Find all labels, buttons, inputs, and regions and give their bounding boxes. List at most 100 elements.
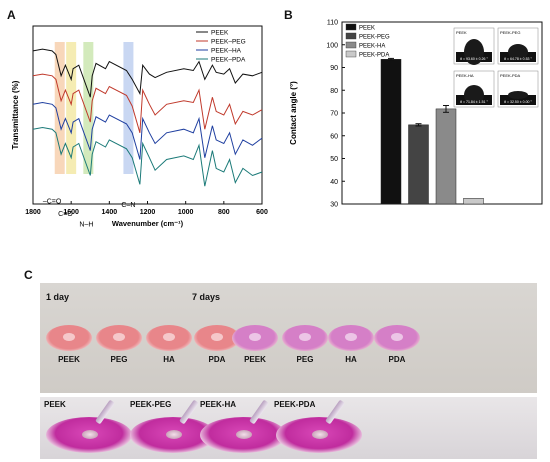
annotation-2: N–H [79,221,93,228]
culture-dish-large-0 [46,417,132,453]
highlight-band-1 [66,42,77,174]
inset-droplet-0 [464,39,484,65]
y-axis-label: Transmittance (%) [11,80,20,149]
dish-label-6: HA [345,355,357,364]
day1-label: 1 day [46,292,70,302]
contact-angle-chart: 30 40 50 60 70 80 90 100 110 Contact angle (°) PEE… [289,20,543,209]
culture-dish-5 [282,325,328,351]
y-tick-label-8: 110 [327,20,338,27]
x-tick-label-1: 1600 [63,209,79,216]
series-line-0 [32,48,263,98]
x-tick-label-0: 1800 [25,209,41,216]
y-tick-label-6: 90 [330,65,338,72]
highlight-band-0 [54,42,65,174]
bottom-label-1: PEEK-PEG [130,400,172,409]
bottom-label-0: PEEK [44,400,66,409]
legend-label-0: PEEK [211,30,229,37]
y-axis-label: Contact angle (°) [289,81,298,145]
legend-label-2: PEEK-HA [359,44,385,50]
panel-b-label: B [284,8,293,22]
x-tick-label-3: 1200 [140,209,156,216]
dish-droplet [82,430,98,439]
dish-sample [211,333,223,341]
dish-sample [63,333,75,341]
dish-sample [345,333,357,341]
bar-2 [435,108,457,205]
dish-photo-bottom: PEEK PEEK-PEG PEEK-HA PEEK-PDA [40,397,537,459]
inset-substrate-3 [500,95,536,105]
panel-a-label: A [7,8,16,22]
dish-label-2: HA [163,355,175,364]
annotation-1: C=O [58,211,73,218]
series-line-2 [32,101,263,160]
culture-dish-1 [96,325,142,351]
legend-swatch-1 [345,32,357,40]
dish-sample [163,333,175,341]
legend-label-3: PEEK-PDA [359,53,389,59]
x-axis-label: Wavenumber (cm⁻¹) [112,219,184,228]
dish-sample [299,333,311,341]
culture-dish-4 [232,325,278,351]
dish-sample [113,333,125,341]
highlight-band-3 [123,42,134,174]
legend-label-1: PEEK-PEG [359,35,390,41]
legend-swatch-2 [345,41,357,49]
x-tick-label-5: 800 [218,209,230,216]
bottom-label-2: PEEK-HA [200,400,237,409]
bar-3 [463,198,484,205]
inset-droplet-1 [508,44,528,60]
legend-swatch-0 [345,23,357,31]
y-tick-label-1: 40 [330,179,338,186]
annotation-0: –C=O [43,198,62,205]
inset-label-1: PEEK-PEG [500,30,520,35]
inset-label-2: PEEK-HA [456,73,474,78]
inset-angle-0: θ = 93.60 ± 0.26 ° [460,57,488,61]
legend-label-3: PEEK–PDA [211,57,246,64]
series-line-1 [32,73,263,133]
culture-dish-0 [46,325,92,351]
legend-label-2: PEEK–HA [211,48,242,55]
culture-dish-6 [328,325,374,351]
inset-angle-2: θ = 71.84 ± 1.51 ° [460,100,488,104]
legend-swatch-3 [345,50,357,58]
series-line-3 [32,126,263,187]
inset-label-0: PEEK [456,30,467,35]
x-tick-label-2: 1400 [102,209,118,216]
dish-droplet [312,430,328,439]
inset-angle-1: θ = 64.78 ± 0.53 ° [504,57,532,61]
dish-label-7: PDA [388,355,406,364]
y-tick-label-3: 60 [330,133,338,140]
day7-label: 7 days [192,292,221,302]
dish-label-4: PEEK [244,355,266,364]
annotation-3: C–N [121,202,135,209]
legend-label-1: PEEK–PEG [211,39,246,46]
dish-label-1: PEG [110,355,128,364]
legend-label-0: PEEK [359,26,375,32]
bar-1 [408,124,429,205]
dish-sample [391,333,403,341]
bottom-label-3: PEEK-PDA [274,400,316,409]
dish-droplet [166,430,182,439]
dish-label-5: PEG [296,355,314,364]
inset-angle-3: θ = 32.50 ± 0.00 ° [504,100,532,104]
inset-droplet-2 [464,85,484,105]
dish-label-3: PDA [208,355,226,364]
culture-dish-large-3 [276,417,362,453]
culture-dish-7 [374,325,420,351]
y-tick-label-7: 100 [326,42,338,49]
highlight-band-2 [83,42,94,174]
dish-droplet [236,430,252,439]
y-tick-label-2: 50 [330,156,338,163]
dish-photo-top: 1 day 7 days PEEK PEG HA PDA PEEK PEG HA PDA [40,283,537,393]
y-tick-label-4: 70 [330,111,338,118]
dish-sample [249,333,261,341]
panel-c-label: C [24,268,33,282]
x-tick-label-6: 600 [256,209,268,216]
cell-culture-photos: 1 day 7 days PEEK PEG HA PDA PEEK PEG HA PDA PE… [40,283,537,459]
bar-0 [380,59,402,205]
y-tick-label-5: 80 [330,88,338,95]
ftir-chart: 1800 1600 1400 1200 1000 800 600 Wavenumber (cm… [11,25,268,228]
x-tick-label-4: 1000 [178,209,194,216]
inset-label-3: PEEK-PDA [500,73,521,78]
culture-dish-large-2 [200,417,286,453]
